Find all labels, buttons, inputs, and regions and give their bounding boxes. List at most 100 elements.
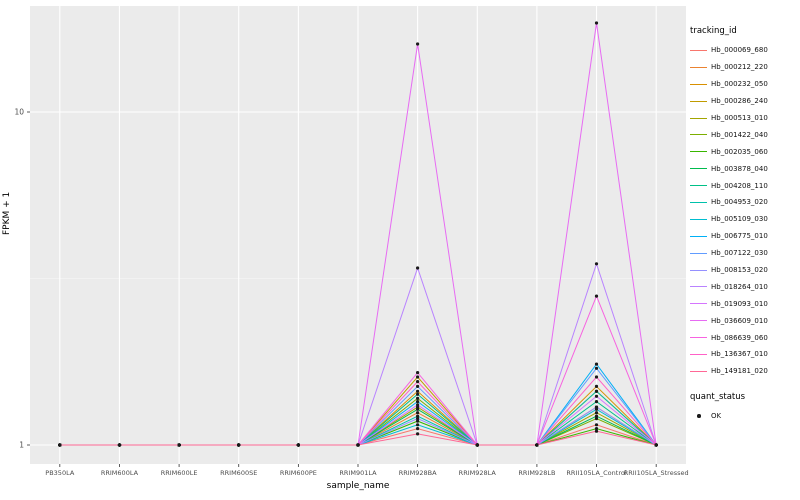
legend-item-Hb_004208_110: Hb_004208_110	[690, 177, 798, 194]
data-point	[416, 42, 420, 46]
legend-key-line-icon	[690, 213, 707, 225]
legend-key-line-icon	[690, 230, 707, 242]
legend-item-Hb_000212_220: Hb_000212_220	[690, 59, 798, 76]
data-point	[594, 384, 599, 388]
legend-item-Hb_018264_010: Hb_018264_010	[690, 278, 798, 295]
x-tick-label: RRIM600LA	[101, 469, 139, 477]
data-point	[594, 423, 599, 427]
quant-legend-item-label: OK	[711, 412, 722, 421]
legend-item-Hb_000286_240: Hb_000286_240	[690, 93, 798, 110]
legend-item-Hb_003878_040: Hb_003878_040	[690, 160, 798, 177]
x-tick-label: RRIM928BA	[399, 469, 437, 477]
legend-key-line-icon	[690, 180, 707, 192]
data-point	[475, 443, 479, 447]
y-axis-title: FPKM + 1	[2, 191, 12, 235]
legend-key-line-icon	[690, 146, 707, 158]
data-point	[594, 429, 599, 433]
legend-item-Hb_008153_020: Hb_008153_020	[690, 262, 798, 279]
legend-item-Hb_149181_020: Hb_149181_020	[690, 363, 798, 380]
legend-item-label: Hb_004953_020	[711, 198, 768, 207]
legend-item-label: Hb_000286_240	[711, 97, 768, 106]
x-tick-label: RRIM928LB	[518, 469, 555, 477]
quant-legend-item-OK: OK	[690, 408, 798, 425]
legend-item-Hb_002035_060: Hb_002035_060	[690, 143, 798, 160]
legend-title-quant-status: quant_status	[690, 391, 746, 402]
legend-item-label: Hb_000232_050	[711, 80, 768, 89]
data-point	[416, 389, 420, 393]
legend-item-Hb_000232_050: Hb_000232_050	[690, 76, 798, 93]
y-tick-label: 1	[19, 441, 24, 450]
data-point	[416, 392, 420, 396]
data-point	[594, 414, 599, 418]
legend-item-Hb_019093_010: Hb_019093_010	[690, 295, 798, 312]
data-point	[416, 427, 420, 431]
data-point	[416, 414, 420, 418]
data-point	[594, 400, 599, 404]
data-point	[296, 443, 300, 447]
data-point	[416, 371, 420, 375]
legend-item-Hb_001422_040: Hb_001422_040	[690, 126, 798, 143]
data-point	[594, 405, 599, 409]
legend-key-point-icon	[690, 410, 707, 422]
legend-item-label: Hb_018264_010	[711, 282, 768, 291]
legend-key-line-icon	[690, 298, 707, 310]
legend-item-label: Hb_086639_060	[711, 333, 768, 342]
data-point	[416, 403, 420, 407]
x-tick-label: RRIM600LE	[161, 469, 198, 477]
data-point	[594, 294, 599, 298]
legend-key-line-icon	[690, 61, 707, 73]
data-point	[594, 394, 599, 398]
data-point	[594, 375, 599, 379]
x-tick-label: RRIM928LA	[459, 469, 497, 477]
quant-status-legend-items: OK	[690, 408, 798, 425]
legend-item-label: Hb_000069_680	[711, 46, 768, 55]
data-point	[58, 443, 62, 447]
legend-key-line-icon	[690, 281, 707, 293]
data-point	[594, 407, 599, 411]
legend-key-line-icon	[690, 315, 707, 327]
x-axis-title: sample_name	[326, 481, 390, 491]
legend-key-line-icon	[690, 112, 707, 124]
x-tick-label: RRIM901LA	[339, 469, 377, 477]
legend-item-Hb_036609_010: Hb_036609_010	[690, 312, 798, 329]
data-point	[594, 362, 599, 366]
legend-item-label: Hb_000212_220	[711, 63, 768, 72]
legend-item-Hb_006775_010: Hb_006775_010	[690, 228, 798, 245]
x-tick-label: RRIM600SE	[220, 469, 257, 477]
legend-item-Hb_000513_010: Hb_000513_010	[690, 110, 798, 127]
legend-key-line-icon	[690, 95, 707, 107]
legend-item-label: Hb_000513_010	[711, 114, 768, 122]
x-tick-label: RRIM600PE	[280, 469, 317, 477]
tracking-id-legend-items: Hb_000069_680 Hb_000212_220 Hb_000232_050 H…	[690, 42, 798, 380]
legend-key-line-icon	[690, 348, 707, 360]
data-point	[594, 366, 599, 370]
legend-key-line-icon	[690, 163, 707, 175]
legend-panel: tracking_id Hb_000069_680 Hb_000212_220 Hb…	[690, 26, 798, 425]
legend-key-line-icon	[690, 129, 707, 141]
data-point	[594, 389, 599, 393]
data-point	[594, 262, 599, 266]
legend-item-label: Hb_001422_040	[711, 130, 768, 139]
data-point	[237, 443, 241, 447]
data-point	[416, 432, 420, 436]
data-point	[416, 419, 420, 423]
legend-item-Hb_005109_030: Hb_005109_030	[690, 211, 798, 228]
legend-key-line-icon	[690, 247, 707, 259]
data-point	[594, 411, 599, 415]
legend-key-line-icon	[690, 44, 707, 56]
legend-item-label: Hb_002035_060	[711, 147, 768, 156]
data-point	[594, 21, 599, 25]
legend-key-line-icon	[690, 264, 707, 276]
legend-item-label: Hb_019093_010	[711, 299, 768, 308]
legend-item-label: Hb_004208_110	[711, 181, 768, 190]
legend-item-Hb_000069_680: Hb_000069_680	[690, 42, 798, 59]
data-point	[416, 423, 420, 427]
legend-item-label: Hb_036609_010	[711, 316, 768, 325]
data-point	[416, 396, 420, 400]
data-point	[416, 407, 420, 411]
legend-item-label: Hb_136367_010	[711, 350, 768, 359]
legend-key-line-icon	[690, 332, 707, 344]
legend-item-Hb_086639_060: Hb_086639_060	[690, 329, 798, 346]
